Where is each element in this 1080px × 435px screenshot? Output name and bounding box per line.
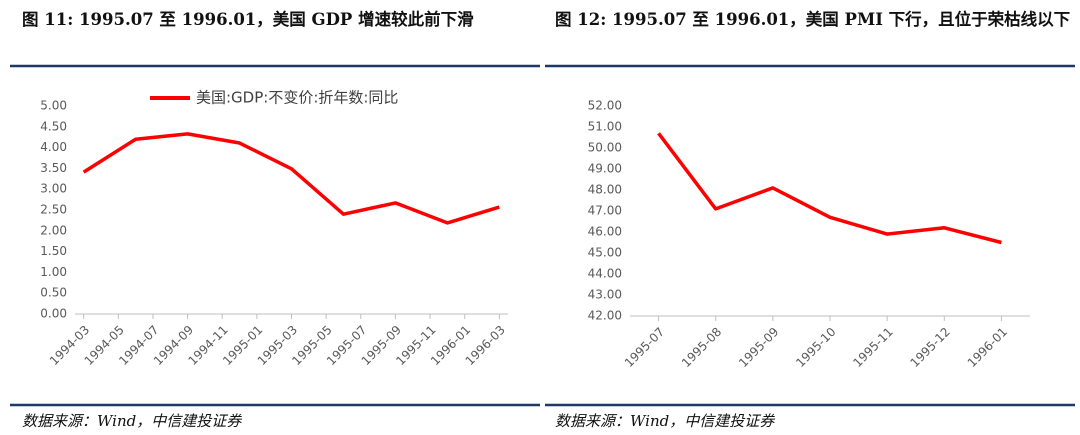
y-tick-label: 48.00 — [588, 183, 622, 197]
x-tick-label: 1996-01 — [965, 325, 1010, 370]
y-tick-label: 3.00 — [40, 182, 67, 196]
x-tick-label: 1995-09 — [736, 325, 781, 370]
y-tick-label: 50.00 — [588, 141, 622, 155]
y-tick-label: 4.00 — [40, 140, 67, 154]
x-tick-label: 1995-12 — [908, 325, 953, 370]
x-tick-label: 1995-11 — [850, 325, 895, 370]
chart-title: 图 11: 1995.07 至 1996.01，美国 GDP 增速较此前下滑 — [22, 10, 474, 29]
x-tick-label: 1995-08 — [679, 325, 724, 370]
y-tick-label: 2.50 — [40, 203, 67, 217]
legend-label: 美国:GDP:不变价:折年数:同比 — [196, 89, 398, 107]
y-tick-label: 0.00 — [40, 307, 67, 321]
y-tick-label: 0.50 — [40, 286, 67, 300]
y-tick-label: 43.00 — [588, 288, 622, 302]
y-tick-label: 51.00 — [588, 120, 622, 134]
x-tick-label: 1995-10 — [793, 325, 838, 370]
source-note: 数据来源：Wind，中信建投证券 — [22, 412, 242, 430]
y-tick-label: 3.50 — [40, 161, 67, 175]
y-tick-label: 47.00 — [588, 204, 622, 218]
y-tick-label: 4.50 — [40, 119, 67, 133]
y-tick-label: 46.00 — [588, 225, 622, 239]
chart-title: 图 12: 1995.07 至 1996.01，美国 PMI 下行，且位于荣枯线… — [555, 10, 1071, 29]
y-tick-label: 52.00 — [588, 99, 622, 113]
y-tick-label: 42.00 — [588, 309, 622, 323]
y-tick-label: 1.50 — [40, 244, 67, 258]
source-note: 数据来源：Wind，中信建投证券 — [555, 412, 775, 430]
y-tick-label: 44.00 — [588, 267, 622, 281]
y-tick-label: 45.00 — [588, 246, 622, 260]
y-tick-label: 5.00 — [40, 99, 67, 113]
y-tick-label: 49.00 — [588, 162, 622, 176]
line-series — [657, 132, 1002, 245]
x-tick-label: 1995-07 — [622, 325, 667, 370]
y-tick-label: 2.00 — [40, 223, 67, 237]
y-tick-label: 1.00 — [40, 265, 67, 279]
line-series — [82, 132, 500, 225]
